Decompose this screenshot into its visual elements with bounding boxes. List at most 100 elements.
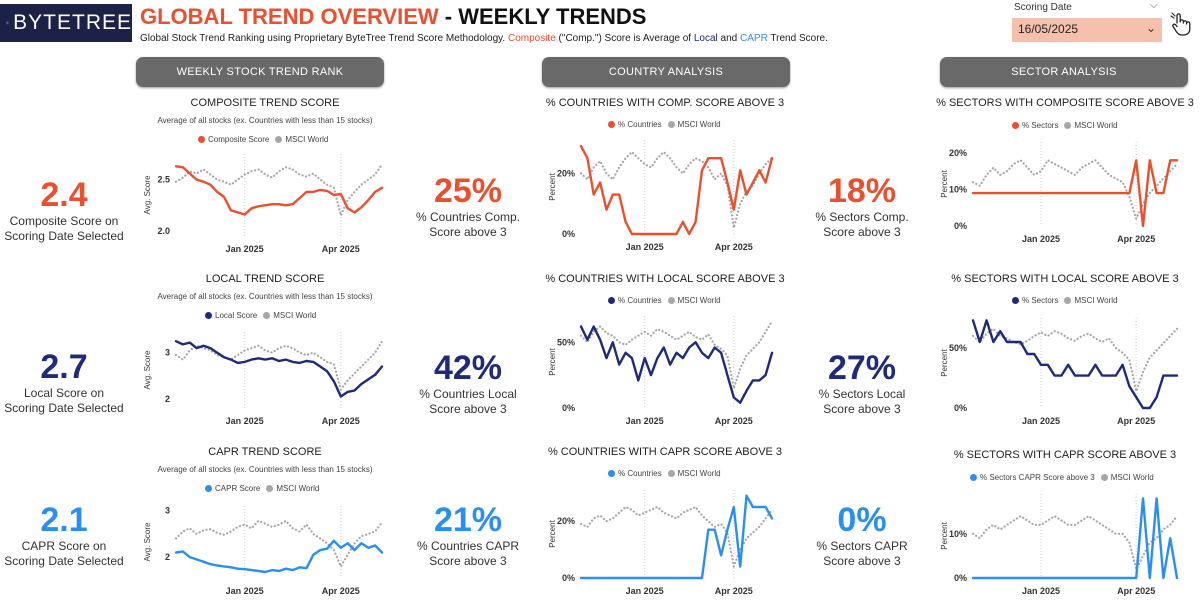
kpi-sectors-comp: 18% % Sectors Comp. Score above 3 bbox=[794, 172, 930, 240]
series-line-main bbox=[174, 165, 384, 216]
series-line-main bbox=[579, 494, 774, 580]
series-line-main bbox=[579, 144, 774, 236]
kpi-label-line1: % Countries CAPR bbox=[416, 539, 520, 553]
x-tick-label: Jan 2025 bbox=[1022, 234, 1060, 244]
legend-dot-icon bbox=[1012, 297, 1019, 304]
chart-title-capr-score: CAPR TREND SCORE bbox=[208, 446, 322, 458]
y-tick-label: 0% bbox=[562, 573, 575, 583]
legend-label: % Countries bbox=[618, 296, 662, 305]
kpi-capr-score: 2.1 CAPR Score on Scoring Date Selected bbox=[0, 501, 128, 569]
kpi-sectors-capr: 0% % Sectors CAPR Score above 3 bbox=[794, 501, 930, 569]
x-tick-label: Jan 2025 bbox=[226, 244, 264, 254]
pointer-hand-icon[interactable] bbox=[1170, 12, 1192, 36]
legend-item-capr: CAPR Score bbox=[205, 484, 260, 493]
subtitle-local: Local bbox=[693, 33, 718, 44]
y-axis-label: Percent bbox=[548, 519, 557, 547]
chart-country-comp: Jan 2025 Apr 2025 0% 20%Percent bbox=[548, 140, 774, 252]
legend-dot-icon bbox=[608, 297, 615, 304]
y-axis-label: Percent bbox=[940, 348, 949, 376]
chart-sector-capr: Jan 2025 Apr 2025 0% 10%Percent bbox=[940, 494, 1179, 596]
bytetree-logo-mark-icon bbox=[6, 21, 9, 25]
kpi-value: 2.7 bbox=[40, 348, 88, 386]
series-line-main bbox=[174, 539, 384, 574]
chart-title-country-capr: % COUNTRIES WITH CAPR SCORE ABOVE 3 bbox=[547, 446, 783, 458]
kpi-label-line1: % Countries Comp. bbox=[415, 210, 521, 224]
y-tick-label: 2.0 bbox=[157, 226, 170, 236]
scoring-date-value: 16/05/2025 bbox=[1018, 22, 1079, 36]
x-tick-label: Apr 2025 bbox=[715, 586, 753, 596]
series-line-main bbox=[971, 159, 1179, 228]
y-tick-label: 0% bbox=[954, 221, 967, 231]
legend-item-msci: MSCI World bbox=[1064, 296, 1117, 305]
kpi-label-line1: % Countries Local bbox=[419, 387, 517, 401]
subtitle-capr: CAPR bbox=[740, 33, 768, 44]
x-tick-label: Jan 2025 bbox=[626, 586, 664, 596]
kpi-label-line1: Local Score on bbox=[23, 386, 105, 400]
kpi-countries-local: 42% % Countries Local Score above 3 bbox=[398, 349, 538, 417]
kpi-value: 21% bbox=[433, 501, 503, 539]
kpi-local-score: 2.7 Local Score on Scoring Date Selected bbox=[0, 348, 128, 416]
kpi-label-line1: % Sectors Local bbox=[818, 387, 906, 401]
y-axis-label: Percent bbox=[940, 521, 949, 549]
legend-sector-capr: % Sectors CAPR Score above 3 MSCI World bbox=[970, 473, 1160, 482]
kpi-label-line2: Score above 3 bbox=[429, 554, 507, 568]
y-tick-label: 2 bbox=[165, 552, 170, 562]
legend-label: % Countries bbox=[618, 469, 662, 478]
chart-title-country-local: % COUNTRIES WITH LOCAL SCORE ABOVE 3 bbox=[545, 273, 785, 285]
series-line-main bbox=[174, 339, 384, 398]
subtitle-text-c: and bbox=[717, 33, 741, 44]
bytetree-logo: BYTETREE bbox=[0, 4, 132, 42]
legend-label: Composite Score bbox=[208, 135, 270, 144]
chevron-down-icon[interactable]: ⌵ bbox=[1150, 0, 1158, 11]
kpi-composite-score: 2.4 Composite Score on Scoring Date Sele… bbox=[0, 176, 128, 244]
subtitle-text-a: Global Stock Trend Ranking using Proprie… bbox=[140, 33, 508, 44]
page-title-sep: - bbox=[438, 4, 459, 29]
chart-sector-comp: Jan 2025 Apr 2025 0% 10% 20% Percent bbox=[940, 142, 1179, 244]
kpi-label-line2: Scoring Date Selected bbox=[4, 554, 124, 568]
series-line-main bbox=[579, 325, 774, 404]
legend-item-msci: MSCI World bbox=[266, 484, 319, 493]
y-tick-label: 0% bbox=[954, 573, 967, 583]
x-tick-label: Apr 2025 bbox=[715, 416, 753, 426]
kpi-value: 27% bbox=[827, 349, 897, 387]
x-tick-label: Apr 2025 bbox=[1117, 416, 1155, 426]
chart-subtitle-local-score: Average of all stocks (ex. Countries wit… bbox=[157, 292, 373, 301]
legend-dot-icon bbox=[1100, 474, 1108, 481]
kpi-countries-capr: 21% % Countries CAPR Score above 3 bbox=[398, 501, 538, 569]
x-tick-label: Apr 2025 bbox=[322, 416, 360, 426]
y-axis-label: Percent bbox=[548, 172, 557, 200]
kpi-value: 0% bbox=[837, 501, 887, 539]
legend-sector-comp: % Sectors MSCI World bbox=[1012, 121, 1123, 130]
legend-label: MSCI World bbox=[285, 135, 329, 144]
legend-dot-icon bbox=[1064, 122, 1072, 129]
legend-capr-score: CAPR Score MSCI World bbox=[205, 484, 325, 493]
scoring-date-label: Scoring Date bbox=[1014, 2, 1072, 13]
x-tick-label: Apr 2025 bbox=[322, 586, 360, 596]
x-tick-label: Jan 2025 bbox=[226, 416, 264, 426]
y-tick-label: 20% bbox=[557, 516, 575, 526]
series-line-msci bbox=[174, 163, 384, 217]
y-tick-label: 0% bbox=[562, 229, 575, 239]
series-line-msci bbox=[579, 320, 774, 390]
chart-country-capr: Jan 2025 Apr 2025 0% 20%Percent bbox=[548, 490, 774, 596]
legend-dot-icon bbox=[263, 312, 271, 319]
legend-dot-icon bbox=[205, 312, 212, 319]
chart-sector-local: Jan 2025 Apr 2025 0% 50%Percent bbox=[940, 318, 1179, 426]
kpi-value: 25% bbox=[433, 172, 503, 210]
page-title: GLOBAL TREND OVERVIEW - WEEKLY TRENDS bbox=[140, 4, 646, 30]
chart-title-composite-score: COMPOSITE TREND SCORE bbox=[190, 97, 340, 109]
x-tick-label: Jan 2025 bbox=[1022, 586, 1060, 596]
kpi-label-line1: Composite Score on bbox=[9, 214, 119, 228]
x-tick-label: Jan 2025 bbox=[1022, 416, 1060, 426]
legend-item-countries: % Countries bbox=[608, 469, 662, 478]
legend-composite-score: Composite Score MSCI World bbox=[198, 135, 334, 144]
kpi-label-line2: Score above 3 bbox=[823, 225, 901, 239]
page-subtitle: Global Stock Trend Ranking using Proprie… bbox=[140, 33, 828, 44]
legend-label: % Sectors bbox=[1022, 121, 1059, 130]
scoring-date-dropdown[interactable]: 16/05/2025 ⌄ bbox=[1012, 18, 1162, 42]
series-line-msci bbox=[971, 515, 1179, 571]
legend-item-local: Local Score bbox=[205, 311, 257, 320]
dropdown-chevron-icon[interactable]: ⌄ bbox=[1145, 21, 1156, 35]
y-tick-label: 0% bbox=[562, 403, 575, 413]
legend-dot-icon bbox=[275, 136, 283, 143]
